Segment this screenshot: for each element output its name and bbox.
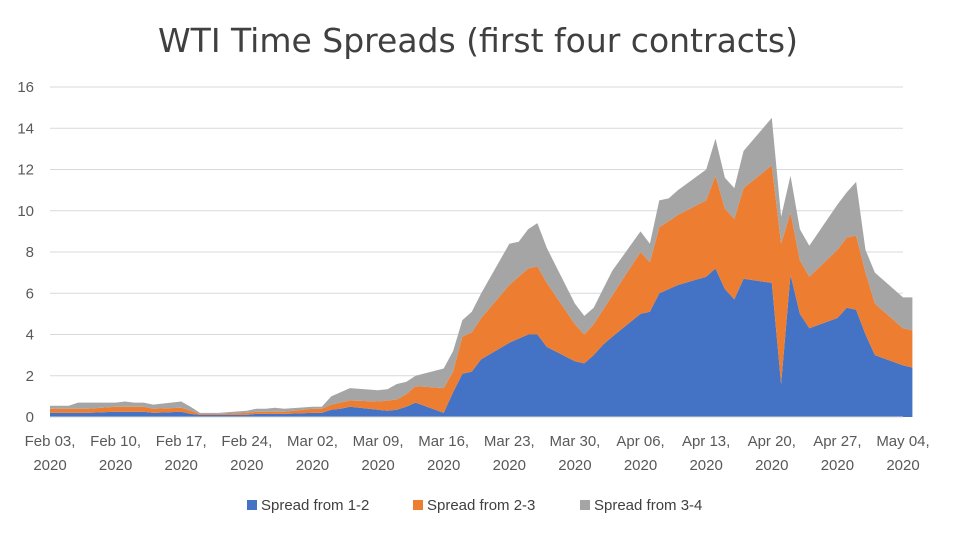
area-series-spread-from-1-2 (50, 268, 913, 417)
y-axis-tick-labels: 0 2 4 6 8 10 12 14 16 (17, 79, 34, 426)
area-series-spread-from-3-4 (50, 117, 913, 414)
area-series-spread-from-2-3 (50, 165, 913, 415)
y-tick-label-0: 0 (26, 409, 34, 426)
gridlines (50, 86, 903, 377)
x-tick-label-5: Mar 09, 2020 (353, 433, 404, 474)
y-tick-label-10: 10 (17, 203, 34, 220)
legend-label-spread-from-1-2: Spread from 1-2 (261, 497, 369, 514)
legend-label-spread-from-2-3: Spread from 2-3 (427, 497, 535, 514)
x-tick-label-1: Feb 10, 2020 (90, 433, 141, 474)
x-tick-label-11: Apr 20, 2020 (748, 433, 796, 474)
x-tick-label-8: Mar 30, 2020 (549, 433, 600, 474)
legend-label-spread-from-3-4: Spread from 3-4 (594, 497, 702, 514)
legend-swatch-spread-from-1-2 (247, 500, 257, 510)
y-tick-label-14: 14 (17, 120, 34, 137)
x-tick-label-6: Mar 16, 2020 (418, 433, 469, 474)
x-tick-label-3: Feb 24, 2020 (221, 433, 272, 474)
legend-swatch-spread-from-2-3 (413, 500, 423, 510)
x-tick-label-7: Mar 23, 2020 (484, 433, 535, 474)
x-tick-label-13: May 04, 2020 (876, 433, 929, 474)
y-tick-label-2: 2 (26, 368, 34, 385)
y-tick-label-6: 6 (26, 285, 34, 302)
legend: Spread from 1-2 Spread from 2-3 Spread fro… (247, 497, 702, 514)
x-axis-tick-labels: Feb 03, 2020 Feb 10, 2020 Feb 17, 2020 Feb 24,… (25, 433, 930, 474)
x-tick-label-9: Apr 06, 2020 (616, 433, 664, 474)
legend-swatch-spread-from-3-4 (580, 500, 590, 510)
y-tick-label-16: 16 (17, 79, 34, 96)
stacked-areas (50, 117, 913, 417)
x-tick-label-10: Apr 13, 2020 (682, 433, 730, 474)
y-tick-label-4: 4 (26, 327, 34, 344)
x-tick-label-0: Feb 03, 2020 (25, 433, 76, 474)
x-tick-label-2: Feb 17, 2020 (156, 433, 207, 474)
x-tick-label-4: Mar 02, 2020 (287, 433, 338, 474)
x-tick-label-12: Apr 27, 2020 (813, 433, 861, 474)
y-tick-label-8: 8 (26, 244, 34, 261)
y-tick-label-12: 12 (17, 162, 34, 179)
chart-title: WTI Time Spreads (first four contracts) (158, 21, 798, 60)
